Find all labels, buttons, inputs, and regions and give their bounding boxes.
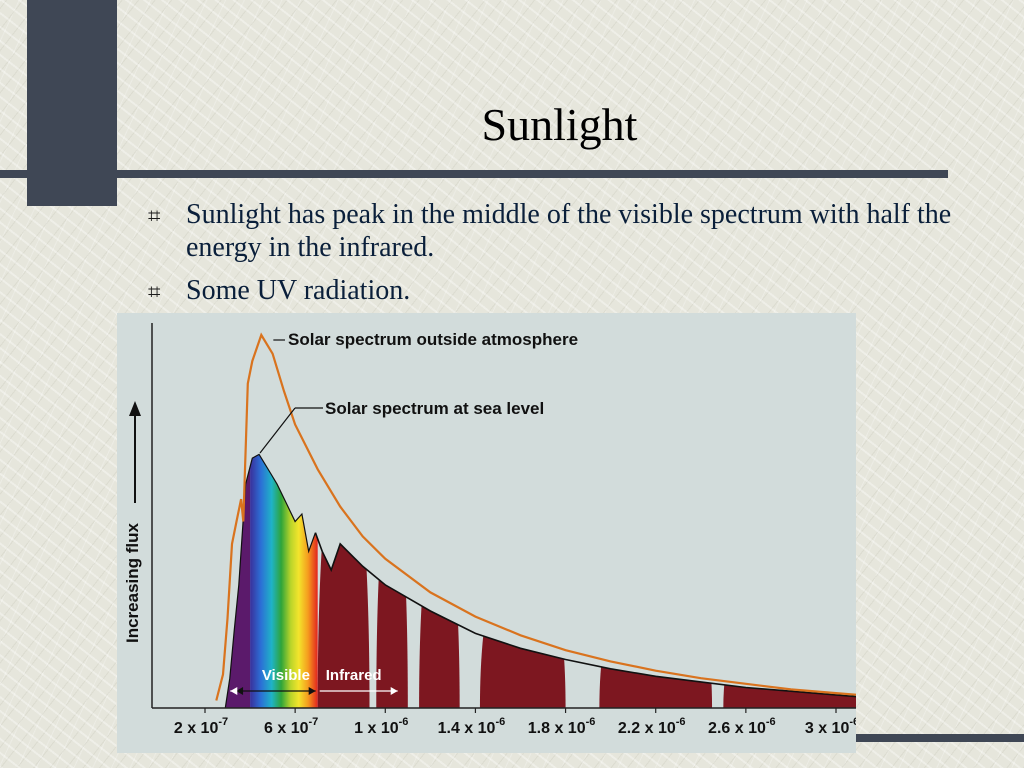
x-tick-label: 6 x 10-7 xyxy=(264,716,318,737)
bullet-text: Some UV radiation. xyxy=(186,275,411,306)
bullet-item: ⌗ Some UV radiation. xyxy=(146,274,966,307)
x-tick-labels: 2 x 10-7 6 x 10-7 1 x 10-6 1.4 x 10-6 1.8 x … xyxy=(174,708,856,737)
x-tick-label: 2.2 x 10-6 xyxy=(618,716,686,737)
bottom-divider xyxy=(852,734,1024,742)
infrared-label: Infrared xyxy=(326,667,382,684)
bullet-item: ⌗ Sunlight has peak in the middle of the… xyxy=(146,198,966,264)
bullet-list: ⌗ Sunlight has peak in the middle of the… xyxy=(146,198,966,317)
outside-atmosphere-line xyxy=(215,332,856,701)
infrared-arrow-right xyxy=(390,687,398,695)
x-tick-label: 1 x 10-6 xyxy=(354,716,408,737)
sea-level-label: Solar spectrum at sea level xyxy=(325,399,544,418)
x-tick-label: 1.4 x 10-6 xyxy=(438,716,506,737)
x-tick-label: 2 x 10-7 xyxy=(174,716,228,737)
outside-atmosphere-label: Solar spectrum outside atmosphere xyxy=(288,330,578,349)
hash-bullet-icon: ⌗ xyxy=(148,280,161,305)
sea-level-line xyxy=(314,532,856,698)
visible-arrow-right xyxy=(308,687,316,695)
visible-arrow-left xyxy=(236,687,244,695)
chart-axes: Increasing flux xyxy=(123,323,856,709)
spectrum-lines xyxy=(215,332,856,709)
title-divider xyxy=(0,170,948,178)
x-tick-label: 1.8 x 10-6 xyxy=(528,716,596,737)
x-tick-label: 2.6 x 10-6 xyxy=(708,716,776,737)
visible-label: Visible xyxy=(262,667,310,684)
solar-spectrum-chart: Increasing flux 2 x 10-7 6 x 10-7 1 x 10-6… xyxy=(117,313,856,753)
ultraviolet-arrow-left xyxy=(230,687,238,695)
y-axis-label: Increasing flux xyxy=(123,522,142,643)
hash-bullet-icon: ⌗ xyxy=(148,204,161,229)
x-tick-label: 3 x 10-6 xyxy=(805,716,856,737)
slide-title: Sunlight xyxy=(481,99,638,150)
bullet-text: Sunlight has peak in the middle of the v… xyxy=(186,199,952,263)
chart-svg: Increasing flux 2 x 10-7 6 x 10-7 1 x 10-6… xyxy=(117,313,856,753)
sea-level-line xyxy=(224,453,316,709)
sea-level-leader-line xyxy=(259,407,296,454)
y-arrow-head xyxy=(129,401,141,416)
chart-annotations: Solar spectrum outside atmosphere Solar s… xyxy=(230,330,578,695)
